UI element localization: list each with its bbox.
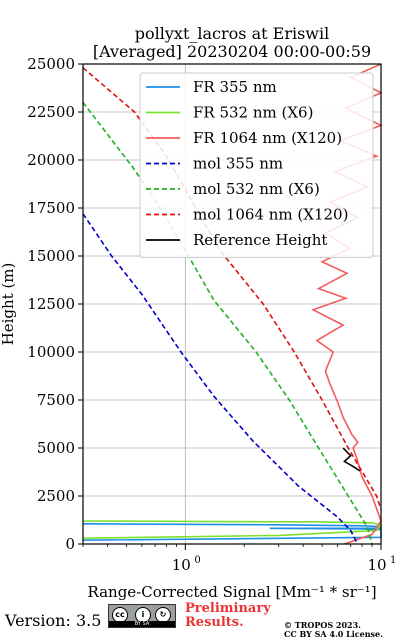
legend-label: mol 1064 nm (X120) — [193, 206, 348, 224]
x-tick-exponent: 1 — [390, 555, 396, 566]
copyright-line2: CC BY SA 4.0 License. — [284, 629, 383, 639]
legend-label: FR 1064 nm (X120) — [193, 129, 342, 147]
x-axis-label: Range-Corrected Signal [Mm⁻¹ * sr⁻¹] — [87, 583, 376, 600]
y-tick-label: 15000 — [27, 247, 75, 265]
license-badge-text: BY SA — [109, 621, 175, 627]
chart-title-line2: [Averaged] 20230204 00:00-00:59 — [93, 42, 371, 61]
y-tick-label: 5000 — [37, 439, 75, 457]
y-tick-label: 0 — [65, 535, 75, 553]
legend-label: Reference Height — [193, 231, 327, 249]
y-tick-label: 12500 — [27, 295, 75, 313]
y-tick-label: 10000 — [27, 343, 75, 361]
x-tick-label: 10 — [172, 556, 191, 574]
chart-title-line1: pollyxt_lacros at Eriswil — [135, 24, 329, 43]
x-tick-label: 10 — [367, 556, 386, 574]
preliminary-line1: Preliminary — [185, 601, 271, 616]
lidar-signal-chart: pollyxt_lacros at Eriswil [Averaged] 202… — [0, 24, 396, 600]
legend-label: FR 355 nm — [193, 78, 277, 96]
legend: FR 355 nm FR 532 nm (X6) FR 1064 nm (X120)… — [139, 72, 374, 258]
preliminary-line2: Results. — [185, 615, 244, 630]
legend-label: mol 355 nm — [193, 155, 283, 173]
y-tick-label: 7500 — [37, 391, 75, 409]
y-tick-label: 2500 — [37, 487, 75, 505]
copyright-line1: © TROPOS 2023. — [284, 620, 361, 630]
version-label: Version: 3.5 — [5, 611, 102, 630]
copyright-notice: © TROPOS 2023. CC BY SA 4.0 License. — [284, 621, 383, 639]
legend-box — [139, 72, 374, 258]
y-tick-label: 25000 — [27, 55, 75, 73]
y-tick-label: 20000 — [27, 151, 75, 169]
series-line — [82, 67, 382, 510]
preliminary-notice: Preliminary Results. — [185, 602, 271, 630]
y-axis-label: Height (m) — [0, 263, 17, 346]
legend-label: mol 532 nm (X6) — [193, 180, 320, 198]
y-tick-label: 17500 — [27, 199, 75, 217]
axis-ticks: 0 2500 5000 7500 10000 12500 15000 17500 20000 22… — [27, 55, 396, 574]
series-line — [82, 213, 359, 545]
series-line — [342, 447, 361, 472]
legend-label: FR 532 nm (X6) — [193, 104, 313, 122]
cc-license-badge: cc i ↻ BY SA — [108, 604, 176, 628]
y-tick-label: 22500 — [27, 103, 75, 121]
x-tick-exponent: 0 — [194, 555, 200, 566]
